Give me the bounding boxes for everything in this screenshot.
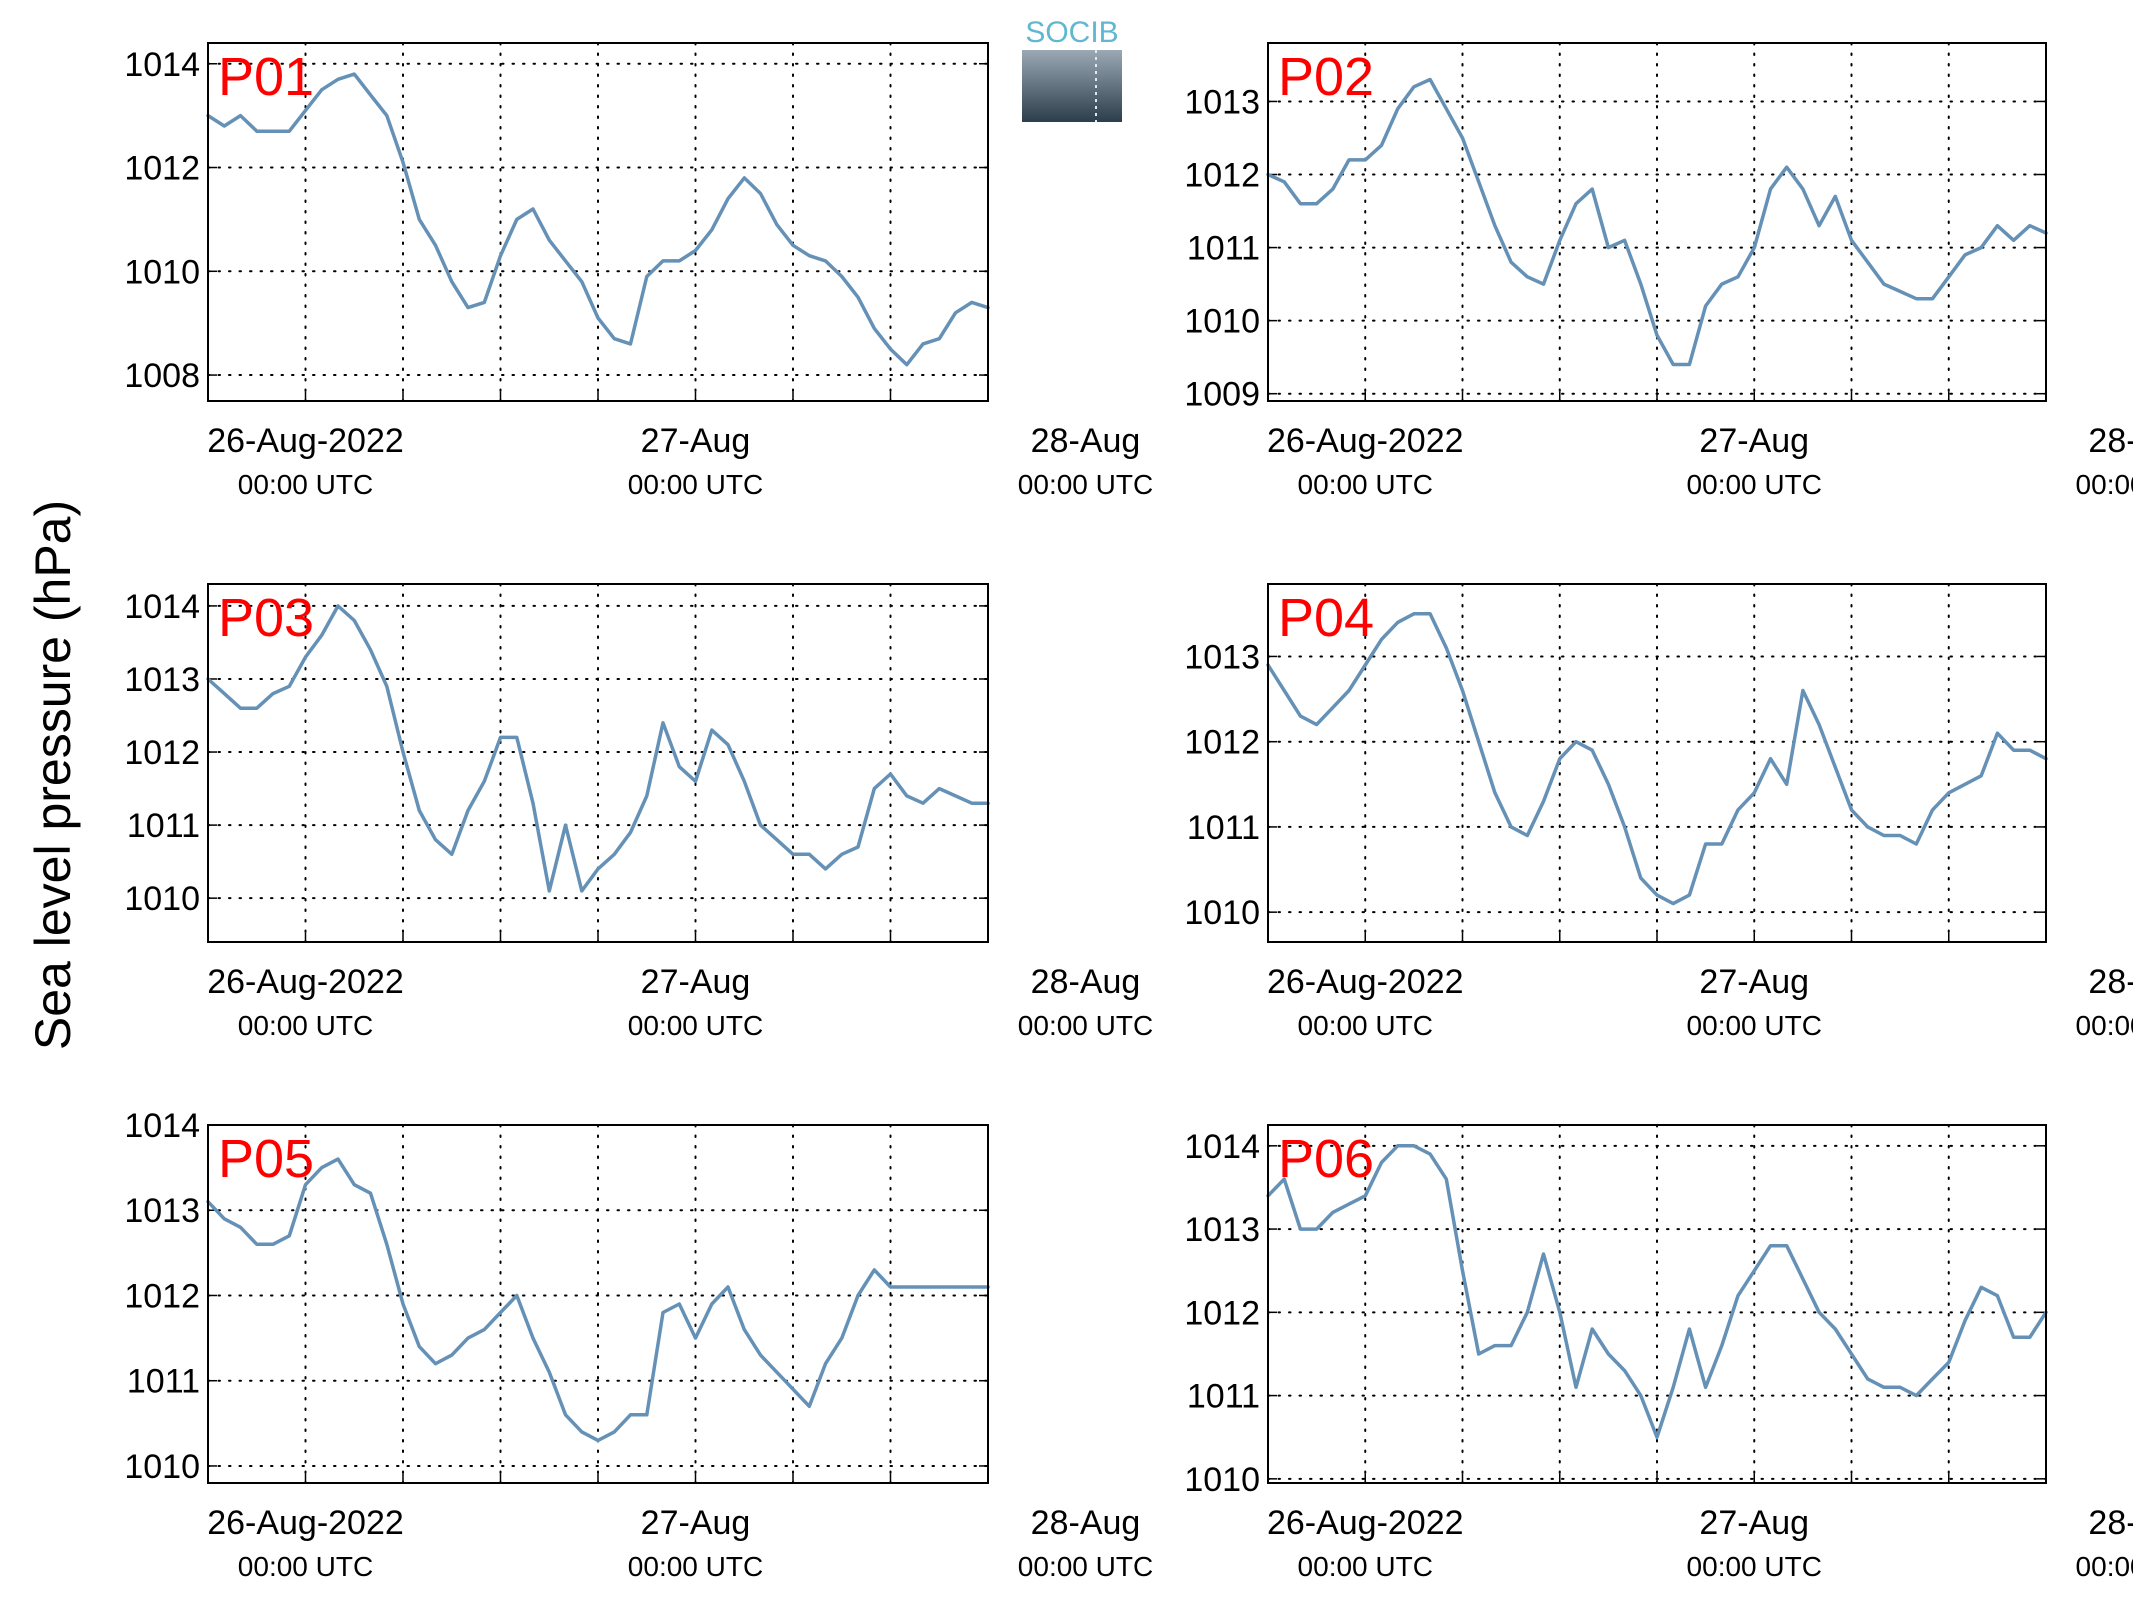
x-tick-label: 28-Aug <box>2088 422 2133 460</box>
y-tick-label: 1014 <box>124 46 200 84</box>
y-tick-label: 1013 <box>124 1192 200 1230</box>
y-tick-label: 1008 <box>124 357 200 395</box>
series-line-p01 <box>206 72 990 367</box>
series-line-p04 <box>1266 612 2048 906</box>
x-tick-sublabel: 00:00 UTC <box>1018 469 1153 500</box>
panel-label: P06 <box>1278 1129 1374 1189</box>
panel-label: P02 <box>1278 47 1374 107</box>
x-tick-sublabel: 00:00 UTC <box>1687 1551 1822 1582</box>
series-line-p06 <box>1266 1144 2048 1439</box>
panel-p02: 1009 1010 1011 1012 1013 P02 26-Aug-2022 00:00 … <box>1184 42 2133 500</box>
x-tick-sublabel: 00:00 UTC <box>1687 469 1822 500</box>
x-tick-sublabel: 00:00 UTC <box>1298 1551 1433 1582</box>
y-tick-label: 1013 <box>124 661 200 699</box>
panel-label: P03 <box>218 588 314 648</box>
x-tick-sublabel: 00:00 UTC <box>1687 1010 1822 1041</box>
x-tick-sublabel: 00:00 UTC <box>1298 1010 1433 1041</box>
x-tick-label: 26-Aug-2022 <box>207 963 404 1001</box>
x-tick-sublabel: 00:00 UTC <box>2076 1010 2133 1041</box>
plot-frame <box>1267 1124 2047 1484</box>
y-tick-label: 1011 <box>1187 1378 1260 1416</box>
y-tick-label: 1010 <box>124 1448 200 1486</box>
series-line-p02 <box>1266 77 2048 367</box>
y-tick-label: 1012 <box>124 1277 200 1315</box>
plot-frame <box>1267 583 2047 943</box>
y-tick-label: 1010 <box>1184 1461 1260 1499</box>
y-tick-label: 1014 <box>124 1107 200 1145</box>
x-tick-sublabel: 00:00 UTC <box>628 469 763 500</box>
x-tick-sublabel: 00:00 UTC <box>238 1010 373 1041</box>
plot-frame <box>207 583 989 943</box>
y-tick-label: 1011 <box>1187 809 1260 847</box>
x-tick-label: 28-Aug <box>2088 1504 2133 1542</box>
x-tick-label: 28-Aug <box>1031 422 1141 460</box>
y-tick-label: 1014 <box>1184 1128 1260 1166</box>
panel-p03: 1010 1011 1012 1013 1014 P03 26-Aug-2022 00:00 … <box>124 583 1153 1041</box>
x-tick-label: 27-Aug <box>1699 422 1809 460</box>
y-tick-label: 1009 <box>1184 376 1260 414</box>
panel-p05: 1010 1011 1012 1013 1014 P05 26-Aug-2022 00:00 … <box>124 1107 1153 1582</box>
logo-text: SOCIB <box>1025 16 1118 49</box>
panel-p01: 1008 1010 1012 1014 P01 26-Aug-2022 00:00 UTC 2… <box>124 42 1153 500</box>
y-tick-label: 1010 <box>124 880 200 918</box>
x-tick-sublabel: 00:00 UTC <box>1018 1551 1153 1582</box>
y-axis-label: Sea level pressure (hPa) <box>25 500 81 1050</box>
series-line-p03 <box>206 604 990 893</box>
y-tick-label: 1012 <box>1184 157 1260 195</box>
panel-p04: 1010 1011 1012 1013 P04 26-Aug-2022 00:00 UTC 2… <box>1184 583 2133 1041</box>
panel-p06: 1010 1011 1012 1013 1014 P06 26-Aug-2022 00:00 … <box>1184 1124 2133 1582</box>
x-tick-label: 26-Aug-2022 <box>207 422 404 460</box>
y-tick-label: 1012 <box>1184 724 1260 762</box>
x-tick-label: 26-Aug-2022 <box>207 1504 404 1542</box>
x-tick-label: 26-Aug-2022 <box>1267 1504 1464 1542</box>
y-tick-label: 1011 <box>1187 230 1260 268</box>
y-tick-label: 1013 <box>1184 638 1260 676</box>
x-tick-label: 28-Aug <box>1031 963 1141 1001</box>
x-tick-label: 27-Aug <box>1699 963 1809 1001</box>
y-tick-label: 1013 <box>1184 83 1260 121</box>
y-tick-label: 1010 <box>1184 894 1260 932</box>
x-tick-sublabel: 00:00 UTC <box>238 1551 373 1582</box>
x-tick-sublabel: 00:00 UTC <box>238 469 373 500</box>
y-tick-label: 1011 <box>127 807 200 845</box>
y-tick-label: 1012 <box>1184 1294 1260 1332</box>
x-tick-sublabel: 00:00 UTC <box>628 1551 763 1582</box>
y-tick-label: 1014 <box>124 588 200 626</box>
y-tick-label: 1013 <box>1184 1211 1260 1249</box>
x-tick-label: 26-Aug-2022 <box>1267 963 1464 1001</box>
x-tick-label: 27-Aug <box>641 963 751 1001</box>
x-tick-label: 27-Aug <box>641 422 751 460</box>
plot-frame <box>207 42 989 402</box>
y-tick-label: 1012 <box>124 734 200 772</box>
series-line-p05 <box>206 1157 990 1443</box>
x-tick-label: 27-Aug <box>641 1504 751 1542</box>
plot-frame <box>207 1124 989 1484</box>
x-tick-sublabel: 00:00 UTC <box>2076 469 2133 500</box>
x-tick-sublabel: 00:00 UTC <box>2076 1551 2133 1582</box>
panel-label: P01 <box>218 47 314 107</box>
y-tick-label: 1010 <box>124 253 200 291</box>
x-tick-label: 28-Aug <box>2088 963 2133 1001</box>
socib-logo: SOCIB <box>1022 16 1122 122</box>
x-tick-sublabel: 00:00 UTC <box>628 1010 763 1041</box>
x-tick-label: 28-Aug <box>1031 1504 1141 1542</box>
panel-label: P05 <box>218 1129 314 1189</box>
x-tick-sublabel: 00:00 UTC <box>1018 1010 1153 1041</box>
x-tick-label: 27-Aug <box>1699 1504 1809 1542</box>
plot-frame <box>1267 42 2047 402</box>
panel-label: P04 <box>1278 588 1374 648</box>
y-tick-label: 1011 <box>127 1363 200 1401</box>
x-tick-label: 26-Aug-2022 <box>1267 422 1464 460</box>
x-tick-sublabel: 00:00 UTC <box>1298 469 1433 500</box>
y-tick-label: 1010 <box>1184 303 1260 341</box>
y-tick-label: 1012 <box>124 150 200 188</box>
